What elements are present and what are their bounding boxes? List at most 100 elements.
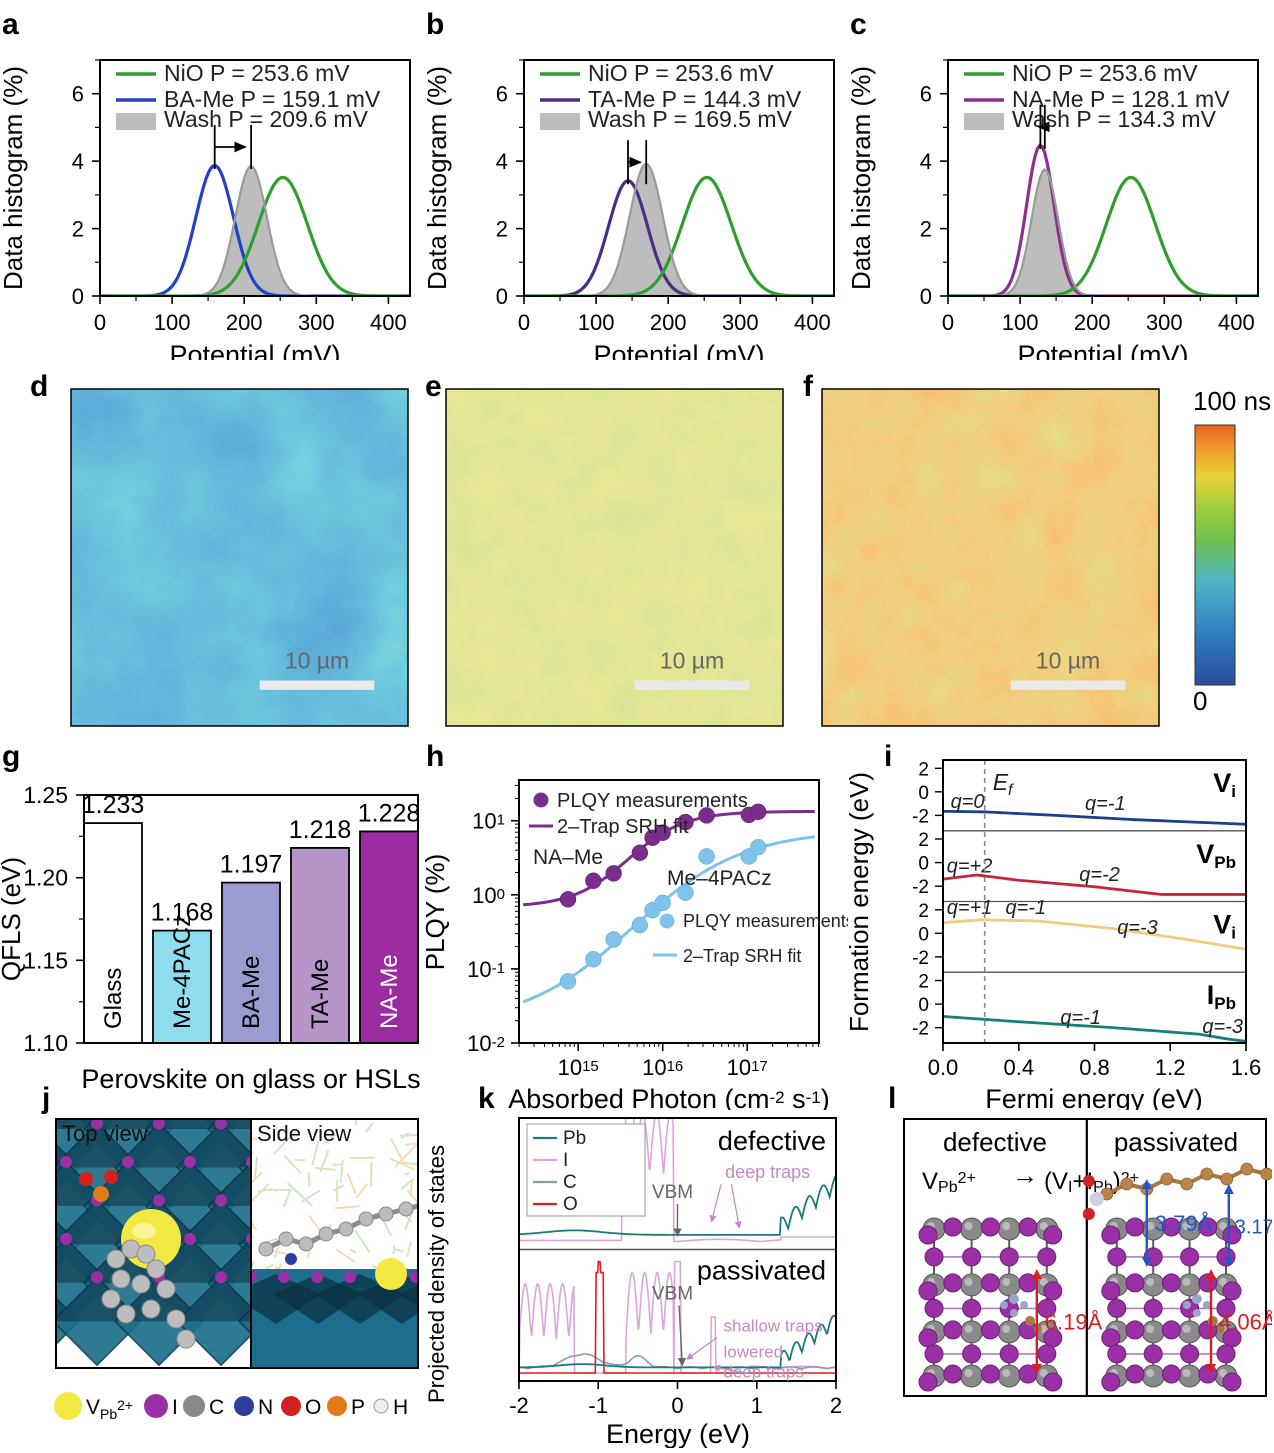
svg-text:1.2: 1.2 (1155, 1055, 1186, 1080)
svg-text:C: C (563, 1172, 577, 1193)
svg-text:2: 2 (496, 217, 508, 242)
svg-text:-2: -2 (912, 877, 929, 898)
svg-text:400: 400 (370, 310, 407, 335)
svg-text:100: 100 (154, 310, 191, 335)
svg-text:0.0: 0.0 (928, 1055, 959, 1080)
svg-text:-2: -2 (912, 1019, 929, 1040)
svg-text:0: 0 (94, 310, 106, 335)
svg-text:NA–Me: NA–Me (533, 846, 603, 869)
svg-text:VPb: VPb (1196, 839, 1236, 872)
svg-text:2: 2 (918, 972, 929, 993)
svg-text:q=0: q=0 (951, 791, 985, 813)
svg-text:10-1: 10-1 (467, 957, 505, 982)
svg-text:1016: 1016 (642, 1055, 683, 1080)
svg-text:3.17Å: 3.17Å (1235, 1216, 1272, 1239)
svg-text:Wash P = 169.5 mV: Wash P = 169.5 mV (588, 106, 793, 132)
svg-text:0: 0 (918, 783, 929, 804)
svg-text:4: 4 (496, 149, 508, 174)
svg-text:q=-3: q=-3 (1117, 917, 1158, 939)
svg-text:0: 0 (1193, 686, 1207, 716)
svg-text:100: 100 (1002, 310, 1039, 335)
svg-text:100: 100 (472, 883, 505, 908)
svg-text:0: 0 (496, 284, 508, 309)
svg-text:Wash P = 134.3 mV: Wash P = 134.3 mV (1012, 106, 1217, 132)
svg-text:passivated: passivated (697, 1256, 826, 1286)
svg-text:-2: -2 (912, 806, 929, 827)
svg-text:NiO P = 253.6 mV: NiO P = 253.6 mV (1012, 60, 1198, 86)
svg-text:e: e (425, 370, 442, 403)
svg-text:2–Trap SRH fit: 2–Trap SRH fit (683, 946, 801, 966)
svg-text:shallow traps: shallow traps (724, 1317, 823, 1336)
svg-text:300: 300 (722, 310, 759, 335)
svg-text:g: g (2, 740, 20, 773)
svg-text:q=-1: q=-1 (1006, 897, 1047, 919)
svg-text:10 µm: 10 µm (285, 648, 349, 674)
svg-text:Vi: Vi (1213, 910, 1236, 943)
svg-text:6.19Å: 6.19Å (1045, 1310, 1103, 1335)
svg-text:I: I (563, 1150, 568, 1171)
svg-text:2: 2 (918, 830, 929, 851)
svg-text:N: N (258, 1396, 273, 1419)
svg-text:Projected density of states: Projected density of states (424, 1145, 449, 1403)
svg-text:q=-1: q=-1 (1085, 793, 1126, 815)
svg-text:1.20: 1.20 (23, 865, 68, 891)
svg-text:Pb: Pb (563, 1128, 586, 1149)
svg-text:a: a (2, 8, 19, 41)
svg-text:Potential (mV): Potential (mV) (1017, 340, 1188, 360)
svg-text:1017: 1017 (727, 1055, 768, 1080)
svg-text:1.228: 1.228 (358, 799, 421, 827)
svg-text:NiO P = 253.6 mV: NiO P = 253.6 mV (588, 60, 774, 86)
svg-text:Potential (mV): Potential (mV) (169, 340, 340, 360)
svg-text:1015: 1015 (558, 1055, 599, 1080)
svg-text:deep traps: deep traps (724, 1363, 804, 1382)
svg-text:1.218: 1.218 (289, 816, 352, 844)
svg-text:VBM: VBM (652, 1182, 693, 1203)
svg-text:IPb: IPb (1207, 980, 1236, 1013)
svg-text:1.6: 1.6 (1231, 1055, 1262, 1080)
svg-text:i: i (884, 740, 892, 773)
svg-text:NA-Me: NA-Me (376, 954, 403, 1029)
svg-text:QFLS (eV): QFLS (eV) (0, 857, 26, 981)
svg-text:Formation energy (eV): Formation energy (eV) (848, 772, 874, 1032)
svg-text:Ef: Ef (993, 769, 1014, 799)
svg-text:Data histogram (%): Data histogram (%) (424, 66, 452, 290)
svg-text:200: 200 (1074, 310, 1111, 335)
svg-text:passivated: passivated (1114, 1127, 1238, 1157)
svg-text:300: 300 (1146, 310, 1183, 335)
svg-text:PLQY (%): PLQY (%) (424, 854, 450, 971)
svg-text:C: C (209, 1396, 224, 1419)
svg-text:I: I (172, 1396, 178, 1419)
svg-text:O: O (305, 1396, 321, 1419)
svg-text:TA-Me: TA-Me (307, 959, 334, 1029)
svg-text:1: 1 (751, 1393, 763, 1418)
svg-text:2: 2 (830, 1393, 842, 1418)
svg-text:Side view: Side view (257, 1121, 351, 1146)
svg-text:10 µm: 10 µm (660, 648, 724, 674)
svg-text:VPb2+: VPb2+ (922, 1168, 976, 1196)
svg-text:0: 0 (920, 284, 932, 309)
svg-text:0: 0 (942, 310, 954, 335)
svg-text:1.15: 1.15 (23, 947, 68, 973)
svg-text:O: O (563, 1194, 578, 1215)
svg-text:1.197: 1.197 (220, 851, 283, 879)
svg-text:4.06Å: 4.06Å (1219, 1310, 1272, 1335)
svg-text:VPb2+: VPb2+ (86, 1396, 133, 1422)
svg-text:j: j (41, 1082, 50, 1115)
svg-text:Energy (eV): Energy (eV) (606, 1419, 750, 1448)
svg-text:PLQY measurements: PLQY measurements (557, 790, 748, 812)
svg-text:→: → (1012, 1160, 1038, 1190)
svg-text:400: 400 (1218, 310, 1255, 335)
svg-text:d: d (30, 370, 48, 403)
svg-text:b: b (426, 8, 444, 41)
svg-text:q=+2: q=+2 (947, 856, 993, 878)
svg-text:P: P (351, 1396, 365, 1419)
svg-text:1.233: 1.233 (82, 791, 145, 819)
svg-text:0: 0 (671, 1393, 683, 1418)
svg-text:NiO P = 253.6 mV: NiO P = 253.6 mV (164, 60, 350, 86)
svg-text:f: f (803, 370, 814, 403)
svg-text:q=-1: q=-1 (1060, 1007, 1101, 1029)
svg-text:Me-4PACz: Me-4PACz (169, 915, 196, 1029)
svg-text:4: 4 (72, 149, 84, 174)
svg-text:BA-Me: BA-Me (238, 956, 265, 1029)
svg-text:Potential (mV): Potential (mV) (593, 340, 764, 360)
